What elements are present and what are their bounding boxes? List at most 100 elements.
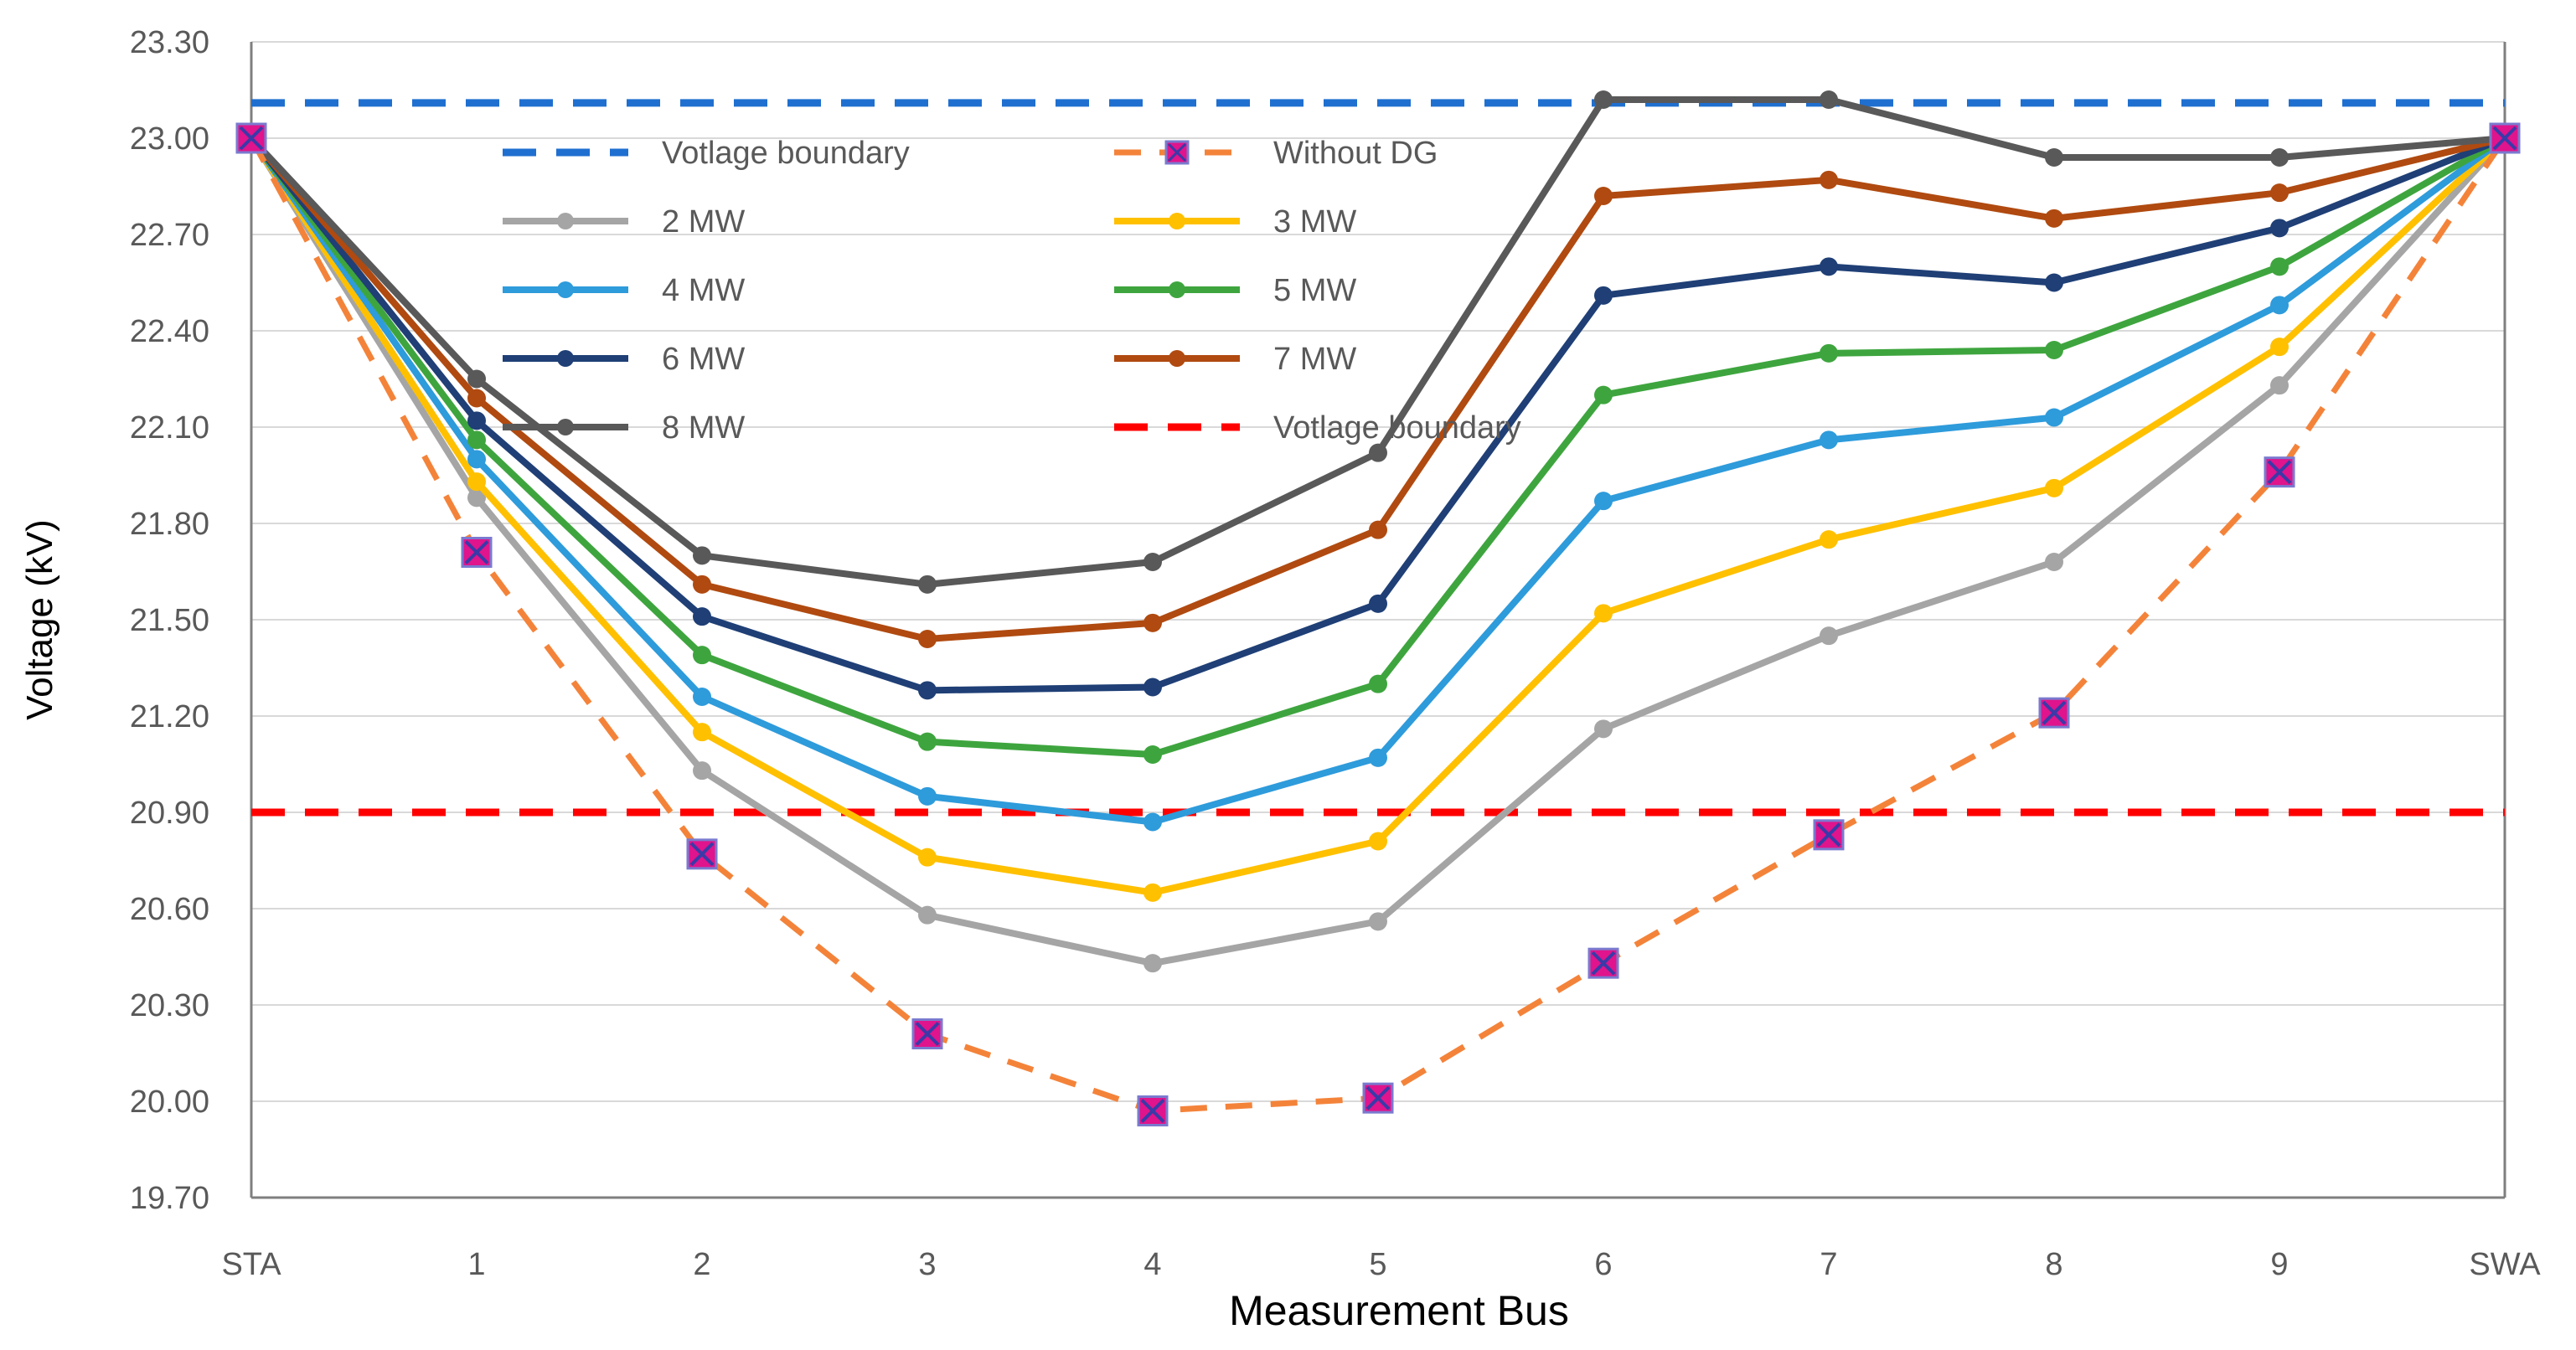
x-tick-label: 4 — [1143, 1247, 1161, 1282]
data-point-6-mw — [1143, 678, 1162, 697]
y-tick-label: 20.60 — [130, 892, 209, 927]
data-point-6-mw — [467, 411, 486, 430]
data-point-5-mw — [693, 646, 711, 665]
data-point-6-mw — [1369, 594, 1387, 613]
y-tick-labels: 19.70 20.00 20.30 20.60 20.90 21.20 21.50 21.80… — [130, 25, 209, 1216]
y-tick-label: 22.40 — [130, 314, 209, 349]
data-point-4-mw — [1820, 430, 1838, 450]
gridlines — [251, 41, 2505, 1102]
data-point-7-mw — [918, 630, 937, 648]
data-point-4-mw — [1594, 492, 1613, 511]
legend-label: 8 MW — [662, 410, 745, 446]
data-point-6-mw — [918, 681, 937, 700]
data-point-8-mw — [1143, 553, 1162, 571]
data-point-4-mw — [693, 688, 711, 706]
data-point-4-mw — [467, 450, 486, 469]
y-tick-label: 20.90 — [130, 796, 209, 831]
data-point-7-mw — [467, 389, 486, 408]
data-point-without-dg — [686, 838, 718, 870]
data-point-8-mw — [1369, 443, 1387, 462]
data-point-8-mw — [693, 546, 711, 565]
series-8-mw — [242, 90, 2514, 594]
data-point-3-mw — [918, 848, 937, 867]
data-point-6-mw — [1820, 257, 1838, 276]
data-point-without-dg — [1587, 947, 1619, 979]
x-tick-labels: STA 1 2 3 4 5 6 7 8 9 SWA — [221, 1247, 2541, 1282]
legend-marker — [557, 350, 574, 367]
x-tick-label: 6 — [1594, 1247, 1612, 1282]
data-point-5-mw — [467, 430, 486, 450]
legend-label: Without DG — [1273, 136, 1438, 171]
y-tick-label: 23.30 — [130, 25, 209, 60]
legend-label: 6 MW — [662, 342, 745, 377]
data-point-2-mw — [693, 761, 711, 781]
series-line-4-mw — [248, 135, 2507, 826]
data-point-2-mw — [467, 488, 486, 508]
data-point-5-mw — [1369, 674, 1387, 693]
x-tick-label: 7 — [1820, 1247, 1837, 1282]
legend-marker — [1169, 350, 1185, 367]
data-point-4-mw — [918, 786, 937, 806]
data-point-7-mw — [1369, 520, 1387, 539]
legend-item: Without DG — [1114, 136, 1438, 171]
legend-marker — [557, 281, 574, 298]
data-point-5-mw — [918, 732, 937, 751]
data-point-5-mw — [1594, 385, 1613, 404]
y-tick-label: 21.20 — [130, 699, 209, 734]
data-point-2-mw — [1143, 954, 1162, 973]
legend-item: 5 MW — [1114, 273, 1356, 308]
legend-item: 4 MW — [503, 273, 745, 308]
legend-marker — [1169, 281, 1185, 298]
data-point-without-dg — [2489, 122, 2521, 154]
series-line-8-mw — [249, 96, 2506, 588]
data-point-3-mw — [693, 723, 711, 742]
y-tick-label: 20.00 — [130, 1085, 209, 1120]
data-point-8-mw — [1820, 90, 1838, 109]
legend-marker — [557, 419, 574, 435]
legend-item: Votlage boundary — [503, 136, 910, 171]
data-point-3-mw — [1820, 530, 1838, 549]
data-point-2-mw — [2045, 553, 2063, 571]
legend-item: 3 MW — [1114, 204, 1356, 240]
legend-label: 4 MW — [662, 273, 745, 308]
x-tick-label: 3 — [918, 1247, 936, 1282]
x-tick-label: 1 — [467, 1247, 485, 1282]
data-point-3-mw — [2045, 478, 2063, 497]
boundary-lines — [251, 99, 2505, 817]
data-point-6-mw — [2270, 219, 2289, 238]
axes — [250, 42, 2506, 1199]
data-point-without-dg — [1813, 819, 1845, 851]
data-point-without-dg — [1137, 1095, 1169, 1126]
data-point-4-mw — [1369, 748, 1387, 767]
data-point-5-mw — [1143, 745, 1162, 764]
x-tick-label: STA — [221, 1247, 281, 1282]
data-point-6-mw — [693, 607, 711, 626]
data-point-7-mw — [693, 575, 711, 594]
legend-label: 5 MW — [1273, 273, 1356, 308]
data-point-3-mw — [2270, 338, 2289, 357]
legend-marker — [557, 213, 574, 229]
legend: Votlage boundary Without DG 2 MW 3 MW 4 MW 5 … — [503, 136, 1521, 446]
data-point-without-dg — [235, 122, 267, 154]
legend-label: 3 MW — [1273, 204, 1356, 240]
legend-label: Votlage boundary — [1273, 410, 1521, 446]
data-point-without-dg — [461, 537, 493, 568]
data-point-7-mw — [1143, 613, 1162, 632]
y-axis-title: Voltage (kV) — [19, 519, 60, 720]
data-point-3-mw — [1594, 604, 1613, 623]
data-point-7-mw — [1820, 170, 1838, 189]
data-point-2-mw — [1594, 719, 1613, 739]
x-tick-label: SWA — [2469, 1247, 2541, 1282]
y-tick-label: 22.10 — [130, 410, 209, 446]
y-tick-label: 19.70 — [130, 1181, 209, 1216]
x-tick-label: 5 — [1369, 1247, 1386, 1282]
data-point-7-mw — [2270, 183, 2289, 203]
legend-marker — [1169, 213, 1185, 229]
data-point-6-mw — [2045, 273, 2063, 292]
series-2-mw — [242, 129, 2514, 973]
data-point-8-mw — [2270, 148, 2289, 167]
data-point-2-mw — [1369, 912, 1387, 931]
data-point-without-dg — [1362, 1082, 1394, 1114]
data-point-without-dg — [2264, 456, 2295, 488]
y-tick-label: 23.00 — [130, 121, 209, 157]
